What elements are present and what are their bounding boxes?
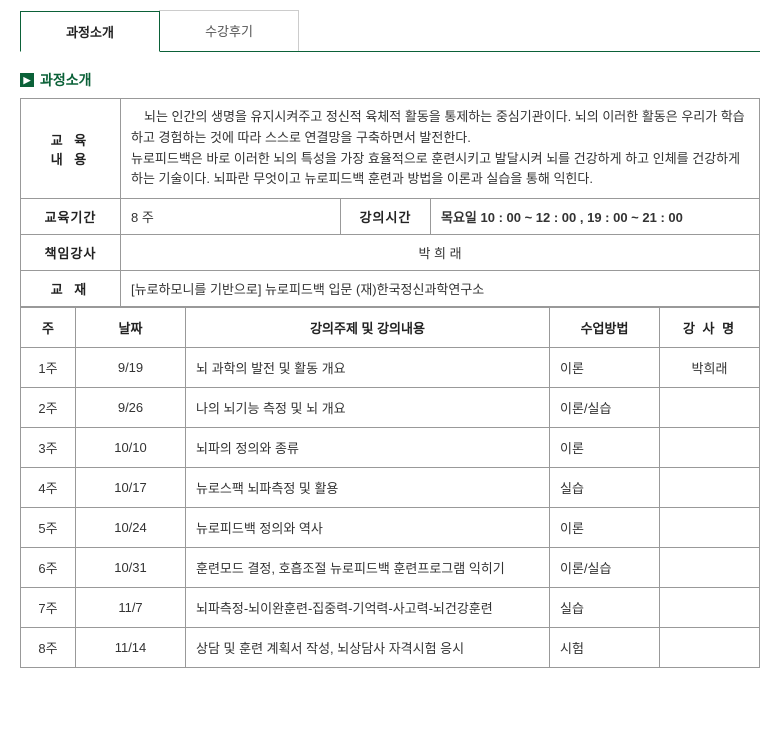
cell-topic: 뉴로스팩 뇌파측정 및 활용 (186, 468, 550, 508)
cell-week: 6주 (21, 548, 76, 588)
label-textbook: 교 재 (21, 271, 121, 307)
cell-method: 이론/실습 (550, 388, 660, 428)
label-period: 교육기간 (21, 199, 121, 235)
content-p1: 뇌는 인간의 생명을 유지시켜주고 정신적 육체적 활동을 통제하는 중심기관이… (131, 107, 749, 149)
play-marker-icon: ▶ (20, 73, 34, 87)
cell-method: 실습 (550, 588, 660, 628)
cell-method: 실습 (550, 468, 660, 508)
value-time: 목요일 10 : 00 ~ 12 : 00 , 19 : 00 ~ 21 : 0… (431, 199, 760, 235)
cell-instructor (660, 468, 760, 508)
value-textbook: [뉴로하모니를 기반으로] 뉴로피드백 입문 (재)한국정신과학연구소 (121, 271, 760, 307)
cell-date: 10/10 (76, 428, 186, 468)
cell-date: 9/19 (76, 348, 186, 388)
header-topic: 강의주제 및 강의내용 (186, 308, 550, 348)
cell-instructor (660, 508, 760, 548)
cell-date: 10/17 (76, 468, 186, 508)
cell-date: 10/31 (76, 548, 186, 588)
label-time: 강의시간 (341, 199, 431, 235)
cell-method: 이론 (550, 348, 660, 388)
cell-instructor (660, 628, 760, 668)
cell-date: 11/14 (76, 628, 186, 668)
cell-topic: 나의 뇌기능 측정 및 뇌 개요 (186, 388, 550, 428)
cell-topic: 뇌 과학의 발전 및 활동 개요 (186, 348, 550, 388)
cell-instructor (660, 428, 760, 468)
label-instructor: 책임강사 (21, 235, 121, 271)
cell-week: 7주 (21, 588, 76, 628)
schedule-header-row: 주 날짜 강의주제 및 강의내용 수업방법 강 사 명 (21, 308, 760, 348)
cell-topic: 훈련모드 결정, 호흡조절 뉴로피드백 훈련프로그램 익히기 (186, 548, 550, 588)
table-row: 2주9/26나의 뇌기능 측정 및 뇌 개요이론/실습 (21, 388, 760, 428)
cell-instructor: 박희래 (660, 348, 760, 388)
cell-topic: 뇌파의 정의와 종류 (186, 428, 550, 468)
schedule-table: 주 날짜 강의주제 및 강의내용 수업방법 강 사 명 1주9/19뇌 과학의 … (20, 307, 760, 668)
cell-week: 2주 (21, 388, 76, 428)
table-row: 3주10/10뇌파의 정의와 종류이론 (21, 428, 760, 468)
cell-date: 11/7 (76, 588, 186, 628)
label-content: 교 육 내 용 (21, 99, 121, 199)
header-date: 날짜 (76, 308, 186, 348)
cell-method: 이론 (550, 508, 660, 548)
cell-topic: 뉴로피드백 정의와 역사 (186, 508, 550, 548)
header-week: 주 (21, 308, 76, 348)
cell-instructor (660, 588, 760, 628)
cell-week: 8주 (21, 628, 76, 668)
cell-method: 이론/실습 (550, 548, 660, 588)
value-period: 8 주 (121, 199, 341, 235)
cell-date: 10/24 (76, 508, 186, 548)
cell-week: 4주 (21, 468, 76, 508)
cell-topic: 상담 및 훈련 계획서 작성, 뇌상담사 자격시험 응시 (186, 628, 550, 668)
tab-intro[interactable]: 과정소개 (20, 11, 160, 52)
cell-instructor (660, 548, 760, 588)
cell-week: 3주 (21, 428, 76, 468)
value-content: 뇌는 인간의 생명을 유지시켜주고 정신적 육체적 활동을 통제하는 중심기관이… (121, 99, 760, 199)
tabs-bar: 과정소개 수강후기 (20, 10, 760, 52)
content-p2: 뉴로피드백은 바로 이러한 뇌의 특성을 가장 효율적으로 훈련시키고 발달시켜… (131, 149, 749, 191)
table-row: 4주10/17뉴로스팩 뇌파측정 및 활용실습 (21, 468, 760, 508)
table-row: 6주10/31훈련모드 결정, 호흡조절 뉴로피드백 훈련프로그램 익히기이론/… (21, 548, 760, 588)
tab-review[interactable]: 수강후기 (159, 10, 299, 51)
section-title: ▶ 과정소개 (20, 70, 760, 90)
header-instructor: 강 사 명 (660, 308, 760, 348)
cell-method: 이론 (550, 428, 660, 468)
cell-instructor (660, 388, 760, 428)
table-row: 8주11/14상담 및 훈련 계획서 작성, 뇌상담사 자격시험 응시시험 (21, 628, 760, 668)
info-table: 교 육 내 용 뇌는 인간의 생명을 유지시켜주고 정신적 육체적 활동을 통제… (20, 98, 760, 307)
cell-method: 시험 (550, 628, 660, 668)
table-row: 1주9/19뇌 과학의 발전 및 활동 개요이론박희래 (21, 348, 760, 388)
cell-week: 5주 (21, 508, 76, 548)
cell-week: 1주 (21, 348, 76, 388)
section-title-text: 과정소개 (40, 70, 92, 90)
cell-date: 9/26 (76, 388, 186, 428)
table-row: 5주10/24뉴로피드백 정의와 역사이론 (21, 508, 760, 548)
header-method: 수업방법 (550, 308, 660, 348)
cell-topic: 뇌파측정-뇌이완훈련-집중력-기억력-사고력-뇌건강훈련 (186, 588, 550, 628)
table-row: 7주11/7뇌파측정-뇌이완훈련-집중력-기억력-사고력-뇌건강훈련실습 (21, 588, 760, 628)
value-instructor: 박 희 래 (121, 235, 760, 271)
